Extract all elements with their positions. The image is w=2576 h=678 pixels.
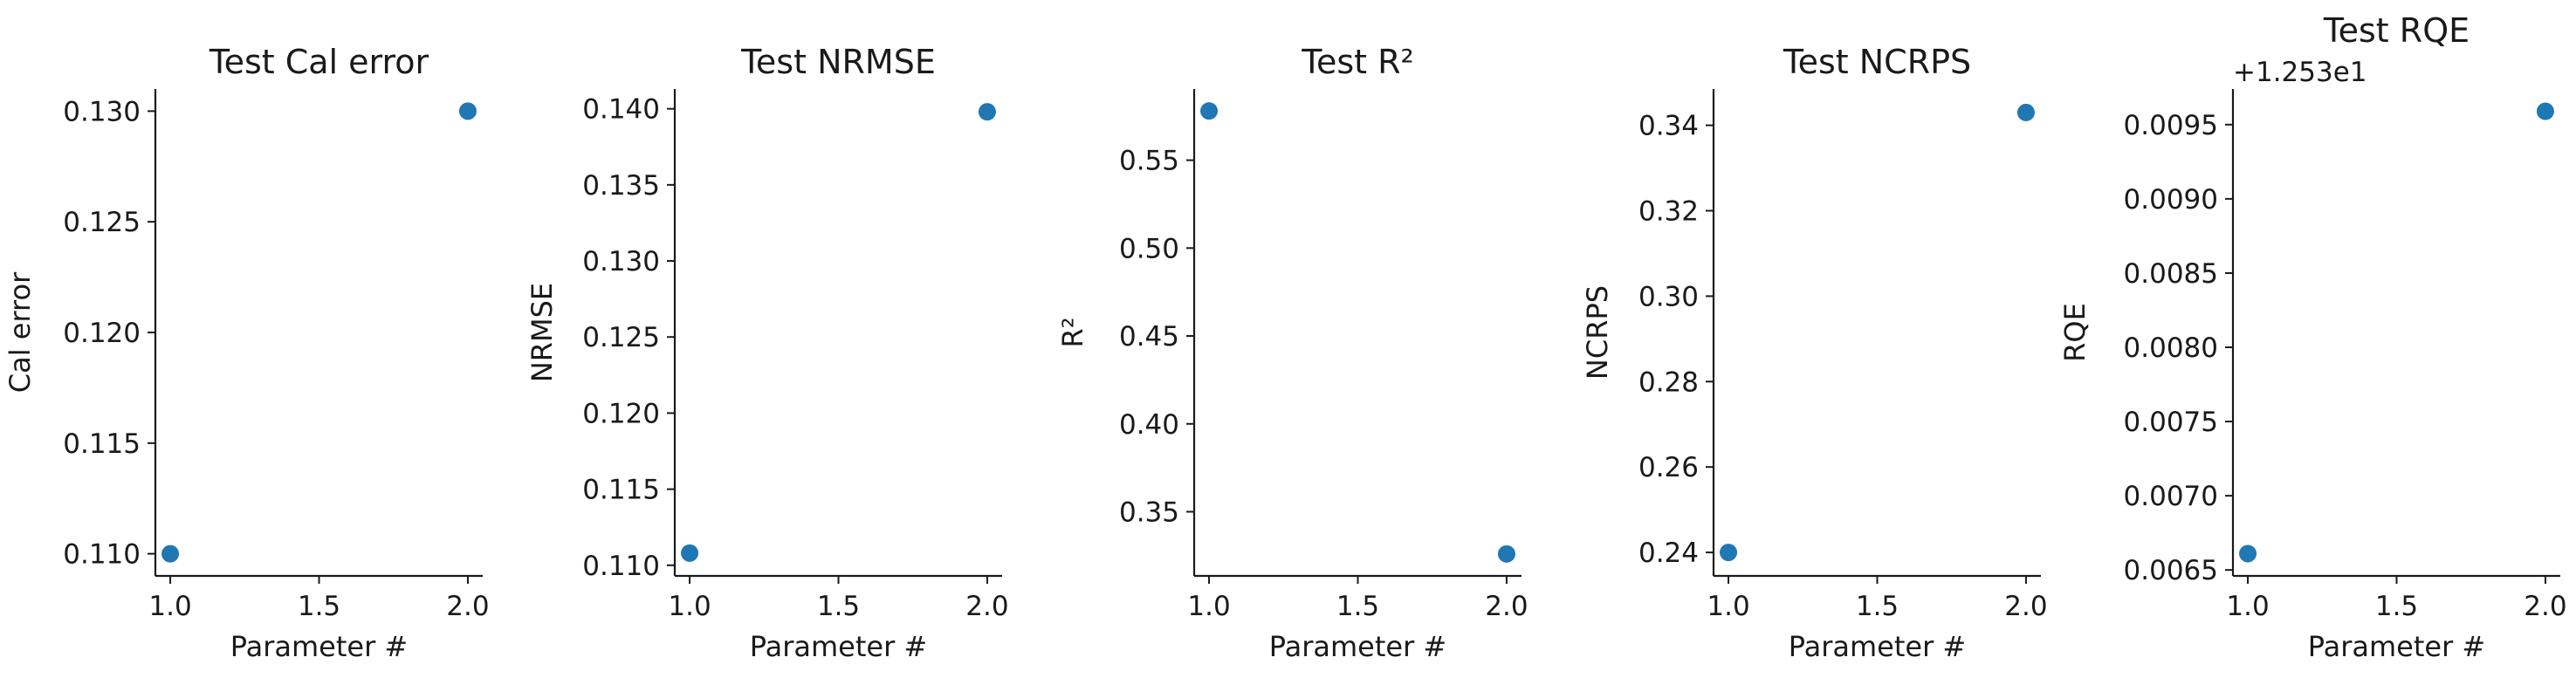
data-point (1720, 544, 1738, 562)
chart-title: Test NRMSE (740, 43, 936, 81)
y-tick-label: 0.0090 (2124, 184, 2218, 216)
chart-panel-2: Test NRMSE NRMSE Parameter # 1.0 1.5 2.0 0.110… (526, 43, 1009, 663)
x-tick-label: 1.0 (148, 591, 191, 622)
y-tick-label: 0.135 (582, 170, 660, 202)
chart-title: Test Cal error (209, 43, 429, 81)
y-tick-label: 0.110 (63, 539, 141, 571)
y-tick-label: 0.30 (1638, 281, 1699, 312)
x-tick-label: 2.0 (2004, 591, 2047, 622)
y-tick-label: 0.125 (63, 207, 141, 238)
y-tick-label: 0.40 (1119, 409, 1179, 441)
data-point (2016, 103, 2035, 121)
data-point (161, 544, 180, 563)
y-tick-label: 0.24 (1638, 538, 1699, 569)
x-tick-label: 2.0 (1485, 591, 1528, 622)
y-tick-label: 0.0075 (2124, 407, 2218, 438)
x-tick-label: 1.5 (1336, 591, 1379, 622)
y-tick-label: 0.26 (1638, 452, 1699, 483)
x-tick-label: 1.5 (1856, 591, 1899, 622)
chart-panel-4: Test NCRPS NCRPS Parameter # 1.0 1.5 2.0 0.24 0… (1581, 43, 2048, 663)
chart-panel-3: Test R² R² Parameter # 1.0 1.5 2.0 0.35 0.40 0.4… (1056, 43, 1528, 663)
y-tick-label: 0.140 (582, 94, 660, 126)
data-point (1200, 102, 1219, 120)
x-tick-label: 1.0 (1707, 591, 1749, 622)
x-tick-label: 1.5 (817, 591, 860, 622)
x-axis-label: Parameter # (230, 630, 408, 663)
x-axis-label: Parameter # (1269, 630, 1446, 663)
x-tick-label: 1.5 (2375, 591, 2418, 622)
y-tick-label: 0.35 (1119, 497, 1179, 528)
y-tick-label: 0.110 (582, 551, 660, 582)
data-point (1497, 544, 1515, 563)
y-tick-label: 0.34 (1638, 111, 1699, 142)
y-tick-label: 0.0070 (2124, 481, 2218, 512)
y-tick-label: 0.115 (582, 475, 660, 506)
y-axis-label: Cal error (3, 271, 37, 393)
x-tick-label: 2.0 (446, 591, 489, 622)
x-tick-label: 1.5 (298, 591, 340, 622)
y-axis-label: RQE (2058, 303, 2092, 362)
y-tick-label: 0.130 (582, 246, 660, 277)
chart-panel-5: Test RQE RQE Parameter # 1.0 1.5 2.0 0.0065 0.0… (2058, 11, 2567, 663)
y-tick-label: 0.0085 (2124, 258, 2218, 290)
y-tick-label: 0.120 (582, 398, 660, 429)
y-tick-label: 0.120 (63, 318, 141, 349)
x-tick-label: 2.0 (965, 591, 1008, 622)
x-axis-label: Parameter # (1789, 630, 1966, 663)
x-axis-label: Parameter # (2308, 630, 2485, 663)
data-point (978, 103, 996, 121)
y-tick-label: 0.130 (63, 96, 141, 127)
y-tick-label: 0.0065 (2124, 555, 2218, 586)
y-tick-label: 0.50 (1119, 233, 1179, 264)
chart-title: Test NCRPS (1783, 43, 1971, 81)
data-point (458, 102, 477, 120)
x-tick-label: 2.0 (2524, 591, 2566, 622)
x-tick-label: 1.0 (668, 591, 711, 622)
x-tick-label: 1.0 (2226, 591, 2269, 622)
chart-panel-1: Test Cal error Cal error Parameter # 1.0 1.5… (3, 43, 490, 663)
y-tick-label: 0.115 (63, 428, 141, 460)
data-point (681, 544, 699, 562)
y-tick-label: 0.0080 (2124, 332, 2218, 364)
y-axis-offset-text: +1.253e1 (2233, 57, 2367, 88)
y-axis-label: NCRPS (1581, 285, 1614, 380)
y-axis-label: NRMSE (526, 283, 559, 382)
y-tick-label: 0.28 (1638, 366, 1699, 398)
y-tick-label: 0.55 (1119, 146, 1179, 177)
y-tick-label: 0.125 (582, 322, 660, 353)
chart-title: Test RQE (2323, 11, 2470, 50)
y-tick-label: 0.32 (1638, 196, 1699, 228)
x-tick-label: 1.0 (1187, 591, 1230, 622)
y-axis-label: R² (1056, 317, 1089, 347)
data-point (2239, 544, 2257, 563)
y-tick-label: 0.45 (1119, 321, 1179, 353)
data-point (2536, 102, 2554, 120)
chart-title: Test R² (1301, 43, 1414, 81)
x-axis-label: Parameter # (750, 630, 927, 663)
y-tick-label: 0.0095 (2124, 110, 2218, 141)
